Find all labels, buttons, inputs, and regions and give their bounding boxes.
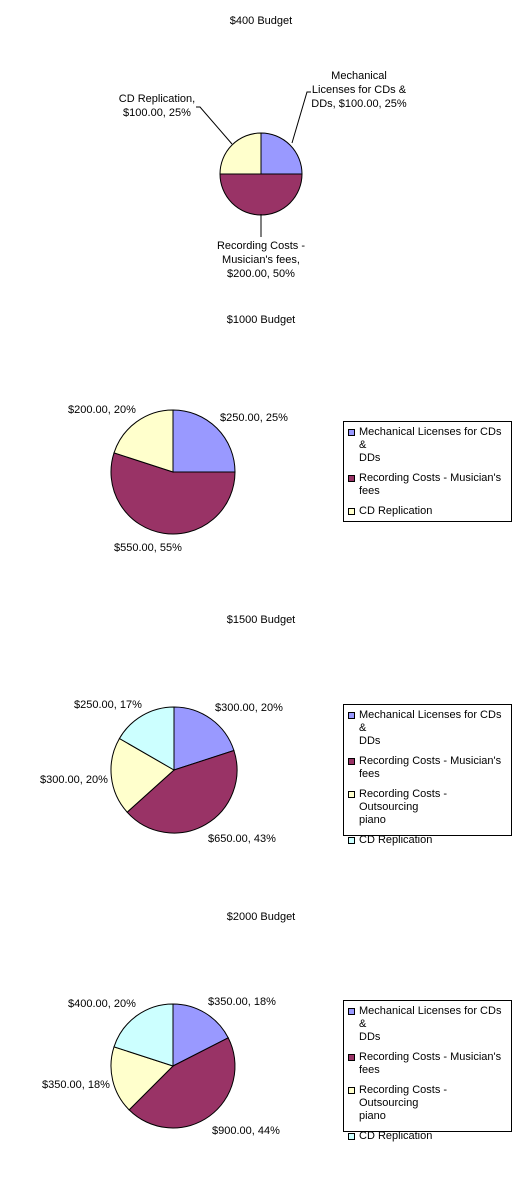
data-label-replication-1000: $200.00, 20%: [68, 404, 136, 416]
legend-1500: Mechanical Licenses for CDs & DDs Record…: [343, 704, 512, 846]
legend-swatch: [348, 508, 355, 515]
legend-label: piano: [359, 814, 386, 826]
legend-2000: Mechanical Licenses for CDs & DDs Record…: [343, 1000, 512, 1142]
legend-swatch: [348, 712, 355, 719]
pie-chart-2000: [110, 1003, 236, 1129]
legend-label: CD Replication: [359, 1130, 433, 1142]
legend-label: DDs: [359, 735, 381, 747]
legend-item-mechanical: Mechanical Licenses for CDs & DDs: [347, 1005, 508, 1044]
pie-slice-outsourcing: [219, 132, 262, 175]
data-label-line: $200.00, 50%: [227, 268, 295, 280]
data-label-musicians-400: Recording Costs - Musician's fees, $200.…: [206, 239, 316, 281]
legend-label: Recording Costs - Musician's: [359, 1051, 502, 1063]
data-label-mechanical-1000: $250.00, 25%: [220, 412, 288, 424]
pie-slice-outsourcing: [110, 737, 175, 813]
legend-item-mechanical: Mechanical Licenses for CDs & DDs: [347, 709, 508, 748]
data-label-musicians-1000: $550.00, 55%: [114, 542, 182, 554]
pie-slice-musicians: [126, 749, 238, 834]
data-label-line: $100.00, 25%: [123, 107, 191, 119]
legend-label: fees: [359, 1064, 380, 1076]
leader-line-replication: [196, 106, 233, 145]
data-label-line: CD Replication,: [118, 93, 196, 105]
pie-slices-1500: [110, 706, 238, 834]
legend-swatch: [348, 1087, 355, 1094]
pie-slice-mechanical: [172, 1003, 229, 1067]
data-label-outsourcing-1500: $300.00, 20%: [40, 774, 108, 786]
legend-label: Recording Costs - Musician's: [359, 755, 502, 767]
pie-slice-outsourcing: [110, 1046, 174, 1111]
data-label-line: DDs, $100.00, 25%: [311, 98, 407, 110]
pie-slice-mechanical: [173, 706, 235, 771]
legend-label: Recording Costs - Musician's: [359, 472, 502, 484]
pie-chart-1000: [110, 409, 236, 535]
legend-label: Recording Costs - Outsourcing: [359, 1084, 448, 1109]
legend-swatch: [348, 1133, 355, 1140]
data-label-mechanical-400: Mechanical Licenses for CDs & DDs, $100.…: [306, 69, 412, 111]
data-label-line: Mechanical: [331, 70, 387, 82]
pie-slice-outsourcing: [113, 409, 174, 473]
legend-swatch: [348, 1008, 355, 1015]
legend-swatch: [348, 837, 355, 844]
data-label-outsourcing-2000: $350.00, 18%: [42, 1079, 110, 1091]
chart-title-400: $400 Budget: [229, 15, 293, 27]
pie-slice-musicians: [110, 452, 236, 535]
data-label-replication-400: CD Replication, $100.00, 25%: [112, 92, 202, 120]
data-label-replication-1500: $250.00, 17%: [74, 699, 142, 711]
legend-label: DDs: [359, 1031, 381, 1043]
data-label-line: Recording Costs -: [216, 240, 306, 252]
chart-title-1500: $1500 Budget: [226, 614, 296, 626]
legend-item-mechanical: Mechanical Licenses for CDs & DDs: [347, 426, 508, 465]
legend-label: CD Replication: [359, 505, 433, 517]
pie-slices-1000: [110, 409, 236, 535]
leader-line-mechanical: [291, 91, 311, 144]
pie-slice-musicians: [219, 173, 303, 216]
pie-chart-400: [196, 91, 311, 237]
pie-chart-1500: [110, 706, 238, 834]
data-label-mechanical-1500: $300.00, 20%: [215, 702, 283, 714]
chart-title-1000: $1000 Budget: [226, 314, 296, 326]
legend-label: fees: [359, 768, 380, 780]
legend-label: piano: [359, 1110, 386, 1122]
legend-label: fees: [359, 485, 380, 497]
data-label-replication-2000: $400.00, 20%: [68, 998, 136, 1010]
legend-swatch: [348, 791, 355, 798]
legend-label: Mechanical Licenses for CDs &: [359, 1005, 502, 1030]
legend-item-replication: CD Replication: [347, 1130, 508, 1143]
data-label-mechanical-2000: $350.00, 18%: [208, 996, 276, 1008]
leader-lines-400: [196, 91, 311, 237]
legend-swatch: [348, 429, 355, 436]
pie-slices-400: [219, 132, 303, 216]
legend-swatch: [348, 475, 355, 482]
legend-label: CD Replication: [359, 834, 433, 846]
legend-label: Recording Costs - Outsourcing: [359, 788, 448, 813]
legend-swatch: [348, 1054, 355, 1061]
pie-slice-replication: [118, 706, 175, 771]
legend-item-musicians: Recording Costs - Musician's fees: [347, 755, 508, 781]
data-label-musicians-2000: $900.00, 44%: [212, 1125, 280, 1137]
pie-slice-mechanical: [260, 132, 303, 175]
pie-slices-2000: [110, 1003, 236, 1129]
pie-slice-mechanical: [172, 409, 236, 473]
legend-item-musicians: Recording Costs - Musician's fees: [347, 472, 508, 498]
chart-title-2000: $2000 Budget: [226, 911, 296, 923]
data-label-line: Licenses for CDs &: [311, 84, 407, 96]
data-label-line: Musician's fees,: [222, 254, 300, 266]
legend-label: DDs: [359, 452, 381, 464]
legend-item-replication: CD Replication: [347, 505, 508, 518]
legend-swatch: [348, 758, 355, 765]
pie-slice-musicians: [128, 1037, 236, 1129]
legend-item-outsourcing: Recording Costs - Outsourcing piano: [347, 1084, 508, 1123]
legend-item-outsourcing: Recording Costs - Outsourcing piano: [347, 788, 508, 827]
legend-label: Mechanical Licenses for CDs &: [359, 709, 502, 734]
legend-1000: Mechanical Licenses for CDs & DDs Record…: [343, 421, 512, 522]
legend-item-musicians: Recording Costs - Musician's fees: [347, 1051, 508, 1077]
legend-label: Mechanical Licenses for CDs &: [359, 426, 502, 451]
legend-item-replication: CD Replication: [347, 834, 508, 847]
pie-slice-replication: [113, 1003, 174, 1067]
data-label-musicians-1500: $650.00, 43%: [208, 833, 276, 845]
